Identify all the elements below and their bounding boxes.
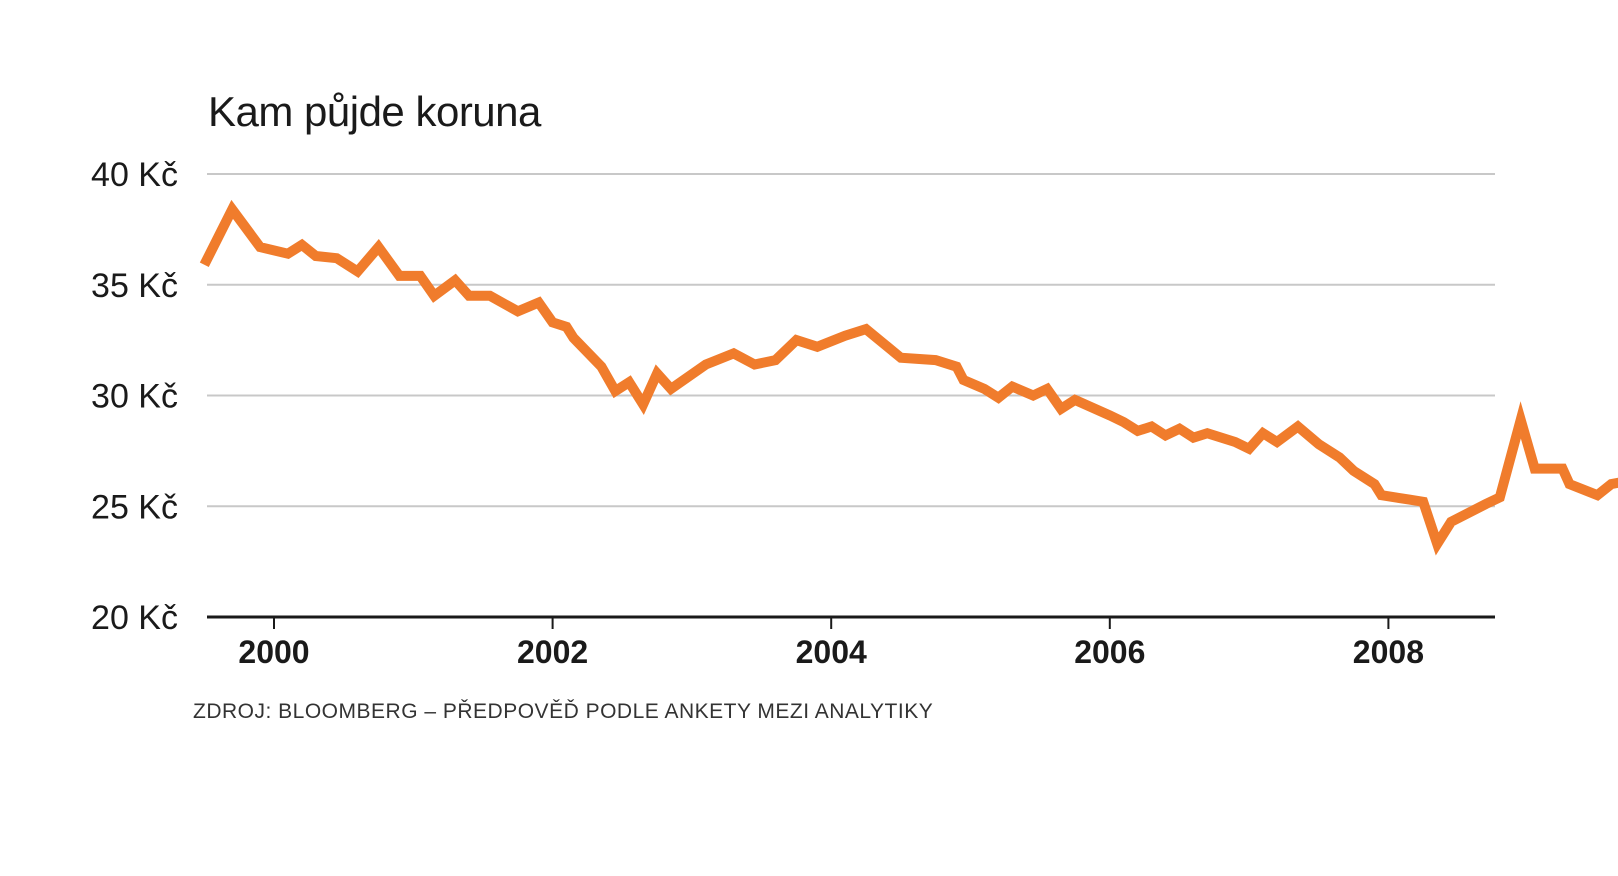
x-tick-label: 2008: [1353, 634, 1424, 670]
source-note: ZDROJ: BLOOMBERG – PŘEDPOVĚĎ PODLE ANKET…: [193, 700, 934, 723]
x-tick-label: 2004: [796, 634, 867, 670]
y-tick-label: 40 Kč: [91, 156, 178, 194]
y-tick-label: 20 Kč: [91, 599, 178, 637]
series-layer: [199, 199, 1618, 556]
y-tick-label: 35 Kč: [91, 267, 178, 305]
x-tick-label: 2002: [517, 634, 588, 670]
gridlines: [207, 173, 1495, 508]
x-tick-label: 2006: [1074, 634, 1145, 670]
y-tick-label: 25 Kč: [91, 488, 178, 526]
x-axis-ticks: 2000200220042006200820102012201420162017: [207, 615, 1495, 670]
series-line: [199, 199, 1618, 556]
y-axis-ticks: 40 Kč 35 Kč 30 Kč 25 Kč 20 Kč: [91, 156, 178, 637]
y-tick-label: 30 Kč: [91, 378, 178, 416]
chart-title: Kam půjde koruna: [208, 88, 541, 135]
x-tick-label: 2000: [238, 634, 309, 670]
